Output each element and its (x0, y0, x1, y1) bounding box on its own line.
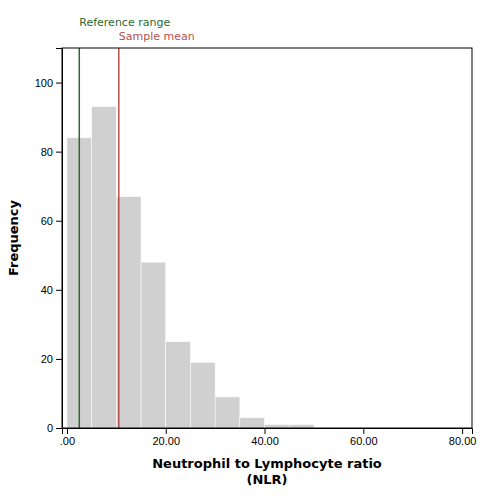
x-axis-title-line: (NLR) (246, 472, 287, 487)
x-tick-mark (166, 428, 167, 434)
y-tick: 20 (41, 353, 62, 365)
y-tick-mark (56, 290, 62, 291)
annotation-line (118, 48, 120, 428)
y-tick: 40 (41, 284, 62, 296)
histogram-bar (190, 362, 215, 428)
x-tick: 60.00 (350, 428, 378, 447)
y-tick-mark (56, 359, 62, 360)
histogram-bar (215, 397, 240, 428)
x-axis-line (63, 429, 473, 435)
plot-frame (62, 48, 472, 428)
histogram-bar (289, 425, 314, 428)
y-tick-mark (56, 83, 62, 84)
x-tick-mark (67, 428, 68, 434)
y-tick-label: 60 (41, 215, 53, 227)
x-axis-title: Neutrophil to Lymphocyte ratio(NLR) (152, 456, 382, 487)
x-tick-mark (462, 428, 463, 434)
y-tick: 80 (41, 146, 62, 158)
histogram-bar (92, 107, 117, 428)
y-tick-mark (56, 152, 62, 153)
y-tick-mark (56, 428, 62, 429)
annotation-line (79, 48, 81, 428)
y-tick-label: 0 (47, 422, 53, 434)
x-tick: .00 (60, 428, 75, 447)
histogram-bar (141, 262, 166, 428)
x-axis-title-line: Neutrophil to Lymphocyte ratio (152, 456, 382, 471)
x-tick: 40.00 (251, 428, 279, 447)
histogram-bar (116, 197, 141, 428)
y-axis-title: Frequency (6, 199, 21, 276)
x-axis: .00 20.00 40.00 60.00 80.00 (60, 428, 477, 447)
x-tick-label: .00 (60, 435, 75, 447)
x-tick-mark (265, 428, 266, 434)
annotation-label: Sample mean (119, 30, 195, 43)
marks (67, 48, 314, 428)
x-tick-label: 80.00 (449, 435, 477, 447)
histogram-bar (240, 418, 265, 428)
y-tick-label: 20 (41, 353, 53, 365)
y-axis: 0 20 40 60 80 100 (35, 49, 63, 435)
x-tick-label: 40.00 (251, 435, 279, 447)
y-tick-mark (56, 221, 62, 222)
chart: .00 20.00 40.00 60.00 80.00 0 20 40 60 80 100 Refer… (0, 0, 492, 500)
x-tick: 20.00 (152, 428, 180, 447)
y-tick-label: 40 (41, 284, 53, 296)
plot: .00 20.00 40.00 60.00 80.00 0 20 40 60 80 100 Refer… (35, 16, 477, 447)
y-tick-label: 100 (35, 77, 53, 89)
x-tick: 80.00 (449, 428, 477, 447)
histogram-bar (166, 342, 191, 428)
x-tick-mark (363, 428, 364, 434)
annotation-label: Reference range (79, 16, 170, 29)
y-tick: 100 (35, 77, 62, 89)
y-tick: 60 (41, 215, 62, 227)
x-tick-label: 20.00 (152, 435, 180, 447)
y-tick-label: 80 (41, 146, 53, 158)
histogram-bar (265, 425, 290, 428)
x-tick-label: 60.00 (350, 435, 378, 447)
y-tick: 0 (47, 422, 62, 434)
